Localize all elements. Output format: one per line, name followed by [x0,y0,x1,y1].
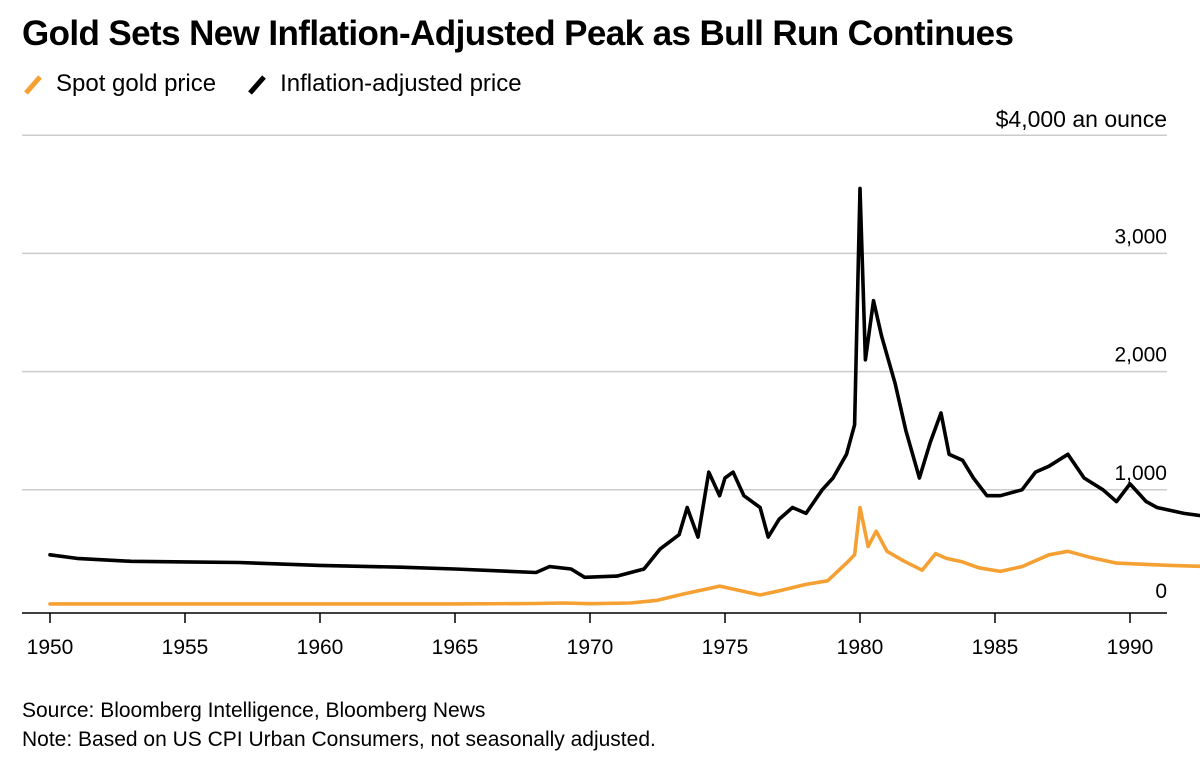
methodology-note: Note: Based on US CPI Urban Consumers, n… [22,728,656,751]
legend-item-spot: Spot gold price [22,70,216,98]
series-line-inflation-adjusted [48,186,1200,580]
source-note: Source: Bloomberg Intelligence, Bloomber… [22,699,486,722]
x-tick-label: 1980 [837,636,884,659]
x-tick-label: 1990 [1107,636,1154,659]
x-tick-label: 1950 [27,636,74,659]
y-tick-label: 2,000 [1114,344,1167,367]
y-tick-label: 3,000 [1114,225,1167,248]
x-tick-label: 1965 [432,636,479,659]
legend-swatch-spot [24,75,42,95]
series-lines [48,186,1200,606]
x-axis [22,612,1167,623]
chart-title: Gold Sets New Inflation-Adjusted Peak as… [22,14,1014,53]
legend-swatch-inflation [248,75,266,95]
legend: Spot gold price Inflation-adjusted price [22,70,552,98]
legend-label-inflation: Inflation-adjusted price [280,70,522,97]
legend-label-spot: Spot gold price [56,70,217,97]
x-tick-label: 1975 [702,636,749,659]
y-tick-label: 1,000 [1114,462,1167,485]
x-tick-label: 1985 [972,636,1019,659]
legend-item-inflation: Inflation-adjusted price [246,70,522,98]
y-axis-unit-label: $4,000 an ounce [995,106,1167,132]
x-tick-label: 1960 [297,636,344,659]
y-tick-labels: 0 1,000 2,000 3,000 [1114,225,1167,603]
x-tick-labels: 1950195519601965197019751980198519901995… [27,636,1154,659]
gridlines [22,134,1167,491]
series-line-spot-gold [48,505,1200,606]
x-tick-label: 1970 [567,636,614,659]
y-tick-label: 0 [1155,580,1167,603]
x-tick-label: 1955 [162,636,209,659]
